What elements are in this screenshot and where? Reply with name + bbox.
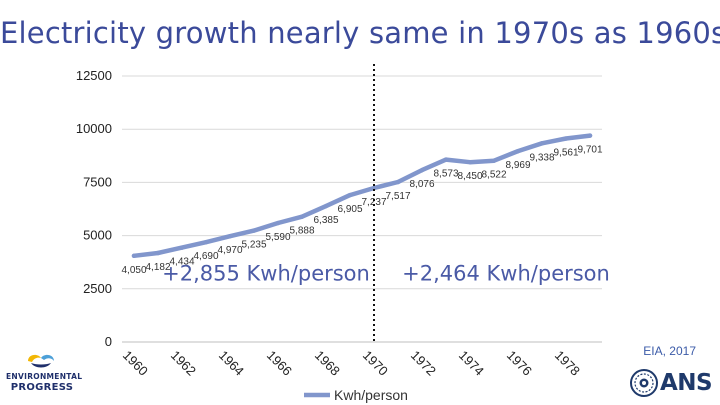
ep-leaf-icon	[28, 354, 54, 368]
data-label: 4,690	[193, 251, 218, 262]
ans-seal-icon	[630, 369, 658, 397]
data-label: 4,434	[169, 257, 194, 268]
data-point	[251, 228, 257, 233]
gridlines	[122, 75, 602, 343]
data-point	[563, 136, 569, 141]
y-tick-label: 7500	[83, 174, 112, 189]
x-tick-label: 1966	[264, 348, 295, 379]
data-point	[155, 250, 161, 256]
annotation-text: +2,855 Kwh/person	[162, 261, 370, 285]
data-point	[227, 234, 233, 239]
legend: Kwh/person	[304, 387, 408, 403]
x-tick-label: 1976	[504, 348, 535, 379]
data-point	[587, 133, 593, 138]
annotations: +2,855 Kwh/person +2,464 Kwh/person	[162, 64, 610, 342]
data-label: 4,050	[121, 265, 146, 276]
data-label: 7,237	[361, 197, 386, 208]
y-tick-label: 12500	[76, 68, 112, 83]
data-label: 8,522	[481, 170, 506, 181]
slide-title: Electricity growth nearly same in 1970s …	[0, 16, 720, 50]
data-label: 8,969	[505, 160, 530, 171]
y-tick-label: 5000	[83, 228, 112, 243]
data-label: 5,590	[265, 232, 290, 243]
data-label: 7,517	[385, 191, 410, 202]
data-point	[299, 214, 305, 219]
y-tick-label: 2500	[83, 281, 112, 296]
data-label: 5,235	[241, 240, 266, 251]
data-label: 6,905	[337, 204, 362, 215]
ans-logo: ANS	[630, 368, 713, 402]
data-point	[419, 167, 425, 173]
x-axis-tick-labels: 1960 1962 1964 1966 1968 1970 1972 1974 1976 1978	[120, 348, 583, 379]
ep-logo-line2: PROGRESS	[10, 382, 74, 393]
data-point	[323, 203, 329, 209]
x-tick-label: 1972	[408, 348, 439, 379]
data-label: 9,561	[553, 148, 578, 159]
source-note: EIA, 2017	[643, 344, 696, 358]
x-tick-label: 1974	[456, 348, 487, 379]
data-label: 5,888	[289, 226, 314, 237]
y-tick-label: 10000	[76, 121, 112, 136]
ep-logo-line1: ENVIRONMENTAL	[6, 372, 83, 381]
data-labels: 4,0504,1824,4344,6904,9705,2355,5905,888…	[121, 145, 602, 276]
y-tick-label: 0	[105, 334, 112, 349]
data-label: 8,076	[409, 179, 434, 190]
data-point	[179, 245, 185, 250]
legend-label: Kwh/person	[334, 387, 408, 403]
data-point	[275, 220, 281, 226]
environmental-progress-logo: ENVIRONMENTAL PROGRESS	[6, 352, 83, 398]
data-point	[203, 239, 209, 245]
x-tick-label: 1968	[312, 348, 343, 379]
data-label: 8,573	[433, 169, 458, 180]
x-tick-label: 1960	[120, 348, 151, 379]
data-label: 4,182	[145, 262, 170, 273]
series-line	[131, 133, 593, 259]
data-point	[347, 192, 353, 198]
data-point	[371, 185, 377, 191]
data-point	[443, 157, 449, 162]
data-label: 4,970	[217, 245, 242, 256]
data-point	[467, 159, 473, 165]
data-point	[491, 158, 497, 163]
ans-logo-text: ANS	[660, 370, 713, 396]
data-point	[515, 148, 521, 154]
data-label: 9,701	[577, 145, 602, 156]
x-tick-label: 1962	[168, 348, 199, 379]
series-kwh-per-person	[131, 133, 593, 259]
data-label: 9,338	[529, 152, 554, 163]
data-label: 6,385	[313, 215, 338, 226]
x-tick-label: 1970	[360, 348, 391, 379]
data-point	[395, 179, 401, 185]
x-tick-label: 1964	[216, 348, 247, 379]
data-point	[539, 141, 545, 146]
data-point	[131, 253, 137, 259]
x-tick-label: 1978	[552, 348, 583, 379]
annotation-text: +2,464 Kwh/person	[402, 261, 610, 285]
data-label: 8,450	[457, 171, 482, 182]
y-axis-tick-labels: 0 2500 5000 7500 10000 12500	[76, 68, 112, 349]
